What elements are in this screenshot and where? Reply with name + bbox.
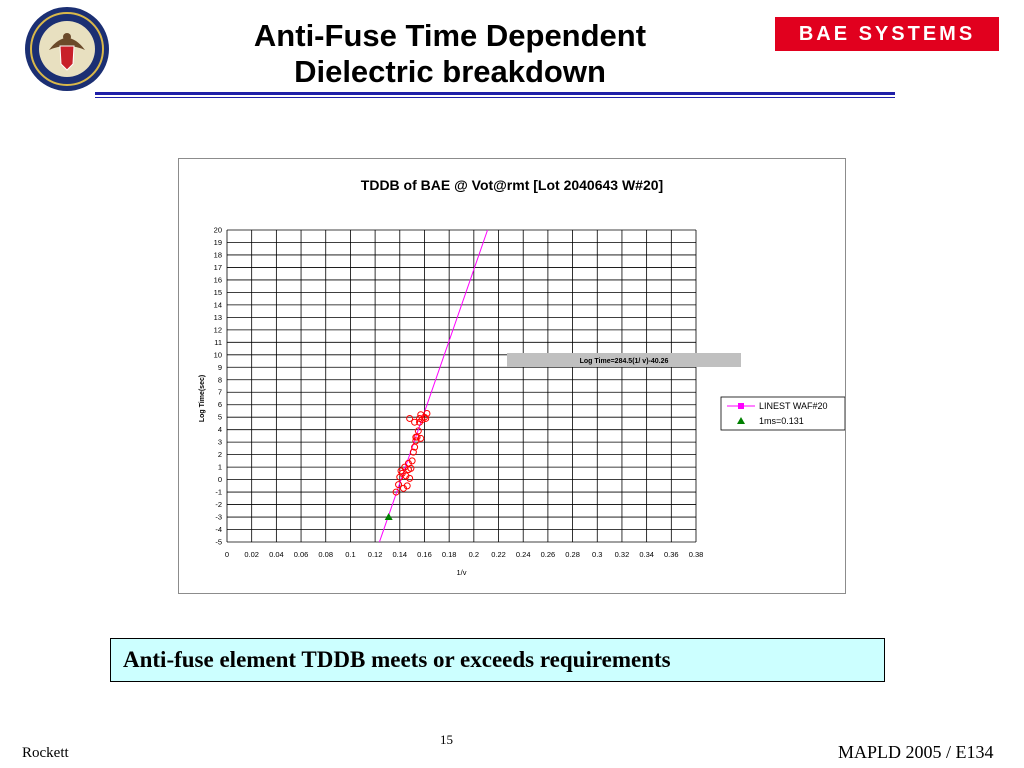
footer-conference: MAPLD 2005 / E134 <box>838 742 994 762</box>
header-divider-thin <box>95 97 895 98</box>
legend-triangle-marker <box>737 417 745 424</box>
y-tick-label: -4 <box>215 525 222 534</box>
dtra-seal-logo <box>24 6 110 92</box>
y-axis-label: Log Time(sec) <box>199 375 206 422</box>
data-point-circle <box>409 448 417 456</box>
page-number: 15 <box>440 732 453 747</box>
x-tick-label: 0.08 <box>318 550 333 559</box>
x-tick-label: 0.26 <box>541 550 556 559</box>
data-point-circle <box>407 464 415 472</box>
y-tick-label: 11 <box>214 338 222 347</box>
legend-label-linest: LINEST WAF#20 <box>759 401 828 411</box>
y-tick-label: 9 <box>218 363 222 372</box>
y-tick-label: 7 <box>218 388 222 397</box>
fit-equation-label: Log Time=284.5(1/ v)-40.26 <box>580 358 669 365</box>
data-point-circle <box>422 414 430 422</box>
data-point-circle <box>403 482 411 490</box>
fit-equation-box <box>507 353 741 367</box>
x-tick-label: 0.36 <box>664 550 679 559</box>
data-point-circle <box>392 488 400 496</box>
data-point-circle <box>414 427 422 435</box>
y-tick-label: 13 <box>214 313 222 322</box>
x-tick-label: 0.04 <box>269 550 284 559</box>
x-tick-label: 0 <box>225 550 229 559</box>
y-tick-label: -3 <box>215 513 222 522</box>
y-tick-label: 8 <box>218 375 222 384</box>
slide-title: Anti-Fuse Time Dependent Dielectric brea… <box>200 18 700 90</box>
chart-svg: TDDB of BAE @ Vot@rmt [Lot 2040643 W#20]… <box>199 177 845 577</box>
legend-label-1ms: 1ms=0.131 <box>759 416 804 426</box>
data-point-circle <box>423 409 431 417</box>
chart-title: TDDB of BAE @ Vot@rmt [Lot 2040643 W#20] <box>361 177 663 193</box>
x-tick-label: 0.16 <box>417 550 432 559</box>
y-tick-label: 16 <box>214 275 222 284</box>
x-tick-label: 0.02 <box>244 550 259 559</box>
x-tick-label: 0.12 <box>368 550 383 559</box>
x-tick-label: 0.28 <box>565 550 580 559</box>
y-tick-label: 19 <box>214 238 222 247</box>
conclusion-callout: Anti-fuse element TDDB meets or exceeds … <box>110 638 885 682</box>
data-point-circle <box>408 457 416 465</box>
x-tick-label: 0.1 <box>345 550 355 559</box>
legend-box <box>720 396 845 431</box>
y-tick-label: 1 <box>218 463 222 472</box>
y-tick-label: 2 <box>218 450 222 459</box>
y-tick-label: 14 <box>214 300 222 309</box>
x-tick-label: 0.38 <box>689 550 704 559</box>
y-tick-label: 10 <box>214 350 222 359</box>
x-tick-label: 0.24 <box>516 550 531 559</box>
footer-author: Rockett <box>22 745 69 761</box>
y-tick-label: 12 <box>214 325 222 334</box>
x-tick-label: 0.2 <box>469 550 479 559</box>
header-divider <box>95 92 895 95</box>
x-tick-label: 0.14 <box>392 550 407 559</box>
y-tick-label: 0 <box>218 475 222 484</box>
x-tick-label: 0.32 <box>615 550 630 559</box>
y-tick-label: 20 <box>214 226 222 235</box>
x-tick-label: 0.3 <box>592 550 602 559</box>
y-tick-label: 4 <box>218 425 222 434</box>
data-point-circle <box>411 418 419 426</box>
y-tick-label: 15 <box>214 288 222 297</box>
bae-systems-logo: BAE SYSTEMS <box>775 17 999 51</box>
y-tick-label: 3 <box>218 438 222 447</box>
data-point-circle <box>406 414 414 422</box>
slide-title-line1: Anti-Fuse Time Dependent <box>253 18 647 53</box>
y-tick-label: -2 <box>215 500 222 509</box>
x-axis-label: 1/v <box>456 568 466 577</box>
x-tick-label: 0.34 <box>639 550 654 559</box>
y-tick-label: -5 <box>215 538 222 547</box>
x-tick-label: 0.18 <box>442 550 457 559</box>
data-point-circle <box>417 434 425 442</box>
y-tick-label: 17 <box>214 263 222 272</box>
legend-square-marker <box>738 403 744 409</box>
fit-line-linest-waf20 <box>378 229 489 543</box>
y-tick-label: 18 <box>214 250 222 259</box>
y-tick-label: 5 <box>218 413 222 422</box>
slide-title-line2: Dielectric breakdown <box>294 54 606 89</box>
x-tick-label: 0.06 <box>294 550 309 559</box>
data-point-circle <box>406 474 414 482</box>
data-point-triangle <box>384 513 393 521</box>
y-tick-label: -1 <box>215 488 222 497</box>
tddb-chart: TDDB of BAE @ Vot@rmt [Lot 2040643 W#20]… <box>178 158 846 594</box>
x-tick-label: 0.22 <box>491 550 506 559</box>
y-tick-label: 6 <box>218 400 222 409</box>
data-point-circle <box>395 481 403 489</box>
